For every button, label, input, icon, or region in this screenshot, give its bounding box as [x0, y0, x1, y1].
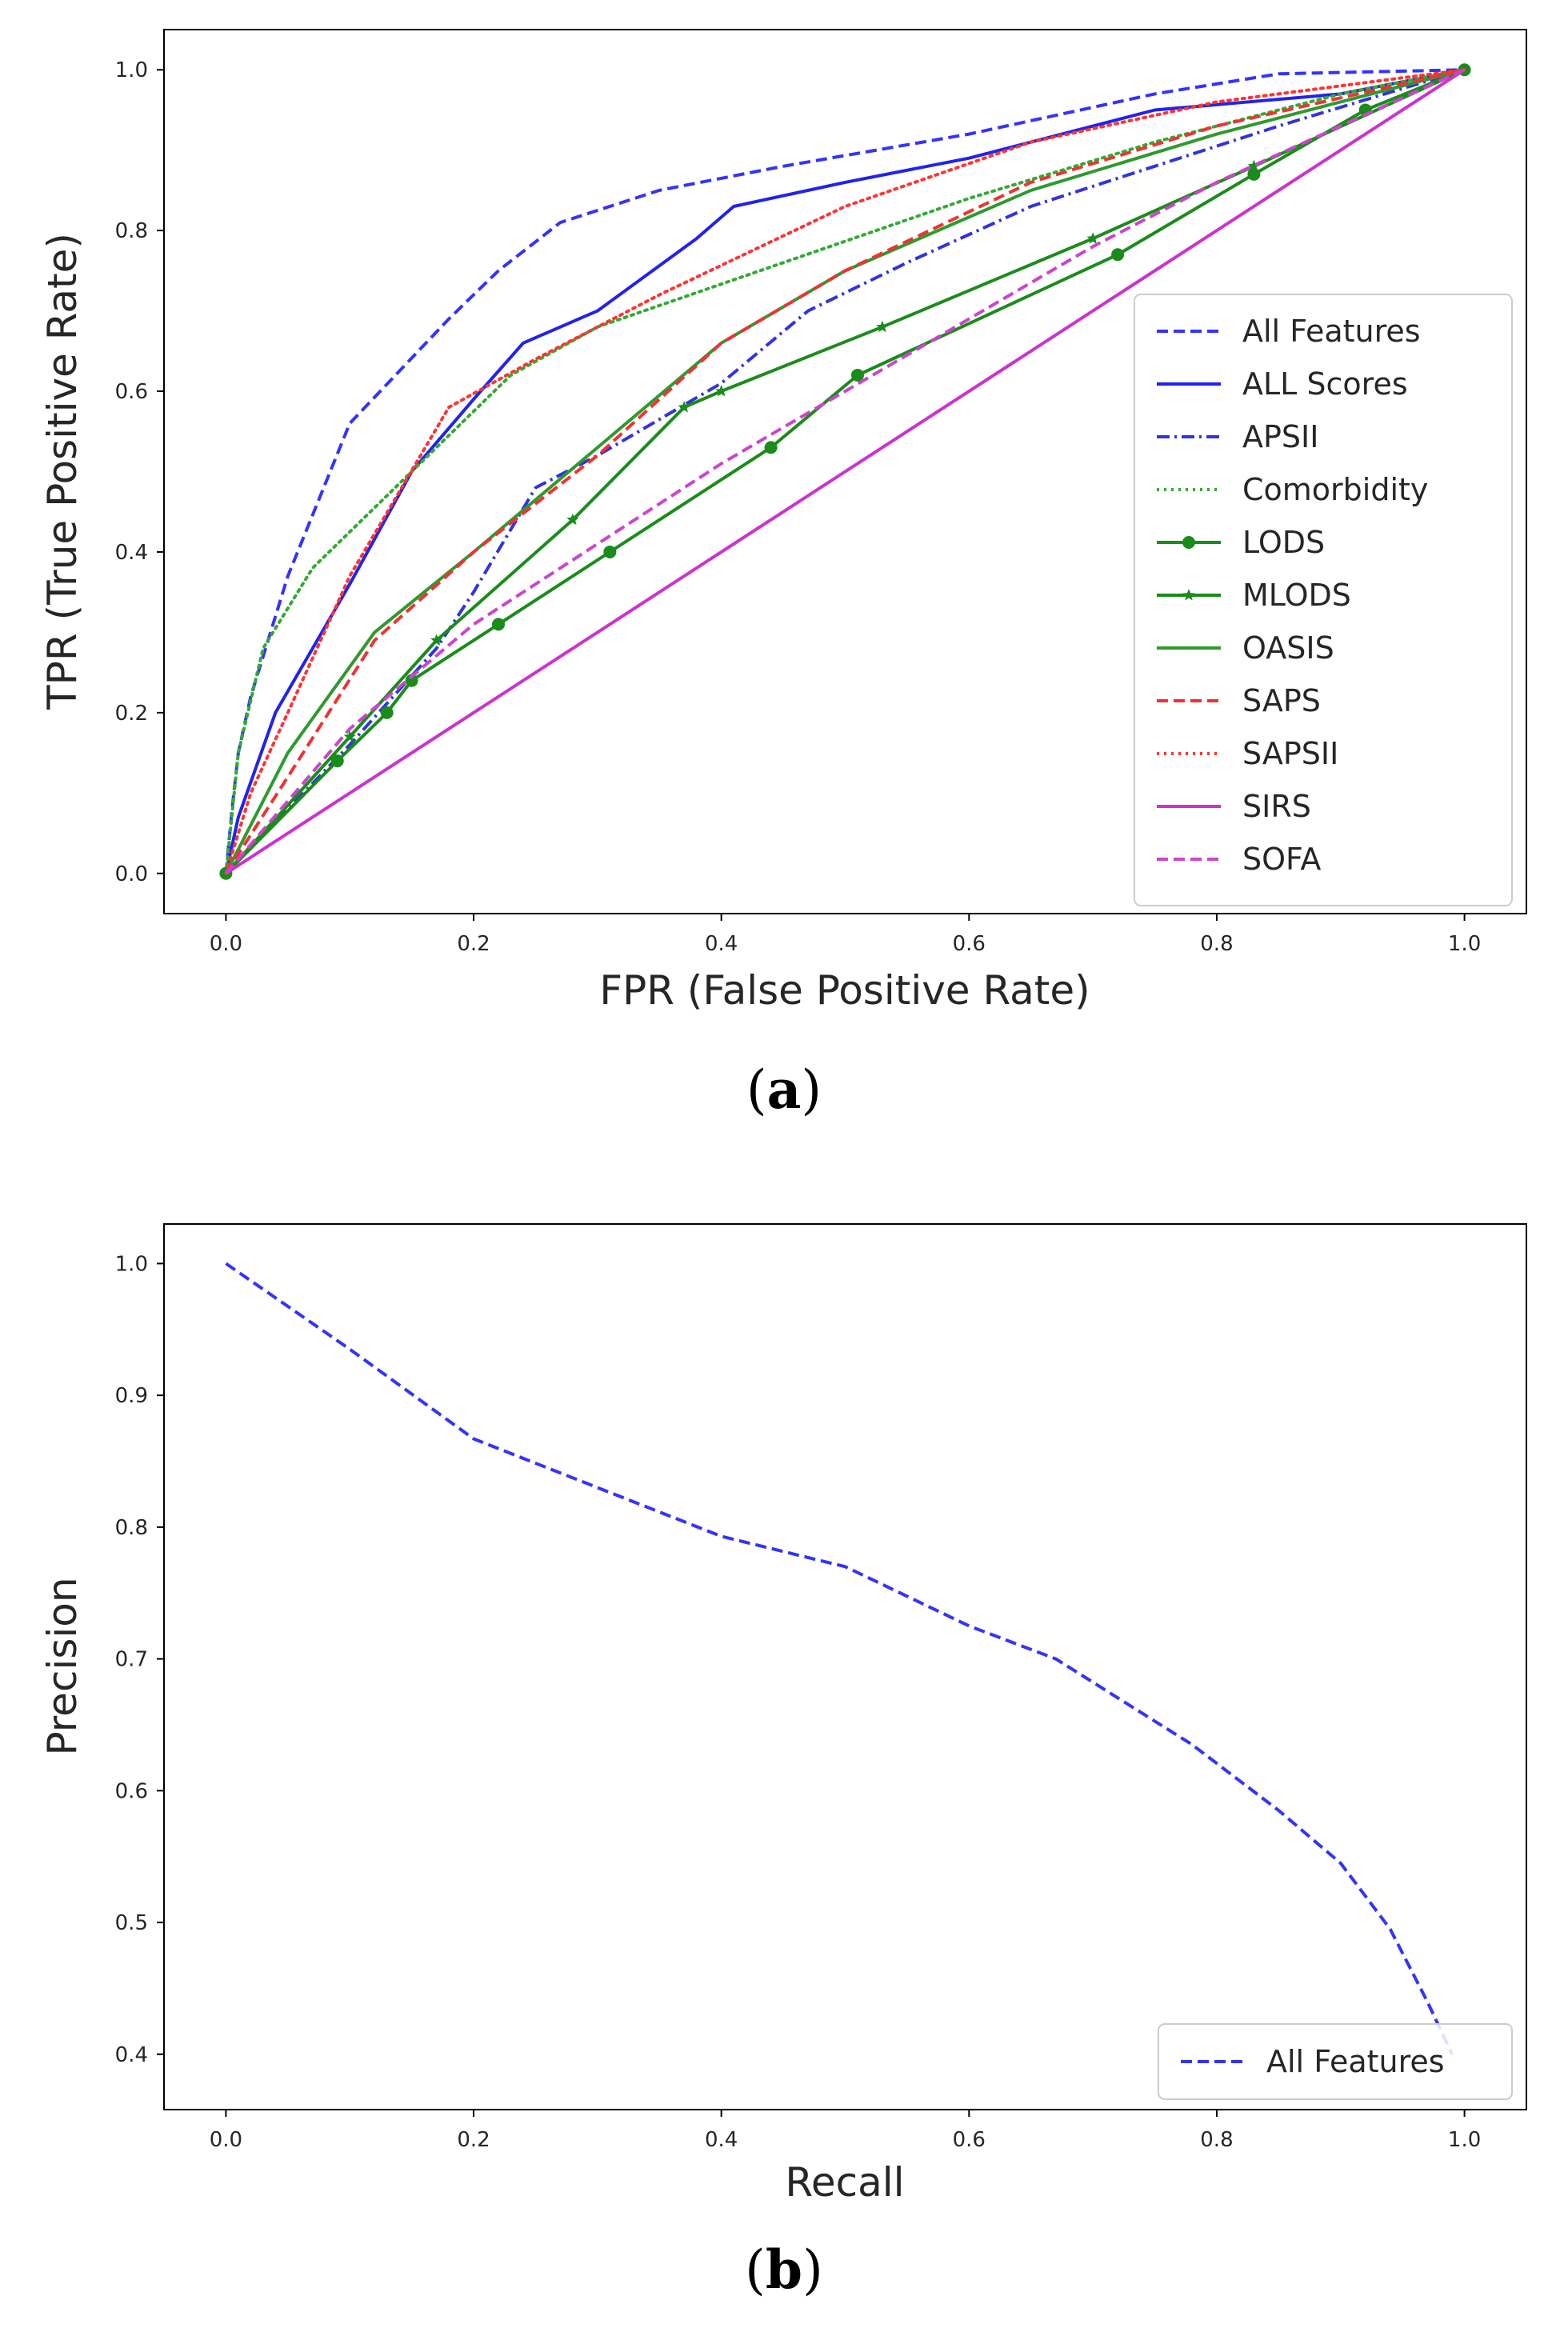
data-point-mlods — [876, 320, 889, 333]
roc-legend: All Features ALL Scores APSII Comorbidity LO… — [1134, 294, 1513, 906]
legend-label-oasis: OASIS — [1242, 630, 1334, 666]
y-tick-label: 0.6 — [115, 1779, 148, 1803]
legend-box — [1158, 2023, 1513, 2100]
legend-label-apsii: APSII — [1242, 419, 1318, 454]
roc-plot-frame — [163, 29, 1527, 914]
series-line-all-scores — [224, 68, 1465, 874]
data-point-lods — [492, 618, 506, 631]
series-line-sapsii — [224, 68, 1466, 875]
legend-marker — [1182, 589, 1195, 601]
y-tick-label: 1.0 — [115, 1252, 148, 1276]
pr-x-axis-label: Recall — [785, 2159, 904, 2206]
data-point-mlods — [715, 385, 728, 397]
caption-a: (a) — [746, 1058, 822, 1121]
y-tick-label: 0.8 — [115, 219, 148, 243]
y-tick-label: 1.0 — [115, 58, 148, 82]
x-tick-label: 0.4 — [705, 932, 738, 956]
data-point-lods — [1111, 248, 1125, 262]
pr-chart-panel: 0.0 0.2 0.4 0.6 0.8 1.00.40.50.60.70.80.91.0 … — [39, 1223, 1527, 2301]
caption-a-letter: a — [767, 1058, 802, 1121]
roc-y-axis-label: TPR (True Positive Rate) — [39, 233, 86, 710]
y-tick-label: 0.2 — [115, 702, 148, 726]
y-tick-label: 0.4 — [115, 541, 148, 565]
legend-marker — [1182, 536, 1195, 549]
data-point-lods — [330, 754, 344, 768]
x-tick-label: 0.6 — [953, 2128, 986, 2152]
data-point-mlods — [1247, 159, 1260, 172]
y-tick-label: 0.7 — [115, 1648, 148, 1672]
series-line-sirs — [225, 68, 1466, 875]
legend-label-all-scores: ALL Scores — [1242, 366, 1408, 402]
x-tick-label: 0.2 — [457, 932, 490, 956]
legend-label-all-features: All Features — [1242, 314, 1421, 349]
series-line-saps — [224, 68, 1466, 874]
x-tick-label: 0.0 — [210, 2128, 242, 2152]
y-tick-label: 0.6 — [115, 380, 148, 404]
x-tick-label: 0.8 — [1200, 932, 1233, 956]
legend-label-sapsii: SAPSII — [1242, 736, 1338, 771]
series-line-sofa — [224, 68, 1466, 875]
y-tick-label: 0.9 — [115, 1384, 148, 1408]
data-point-mlods — [566, 513, 579, 526]
pr-ticks: 0.0 0.2 0.4 0.6 0.8 1.0 0.4 0.5 0.6 0.7 0.8 0.9 1.0 — [115, 1252, 1482, 2152]
data-point-mlods — [1086, 232, 1099, 244]
legend-label-sofa: SOFA — [1242, 842, 1321, 877]
legend-label-comorbidity: Comorbidity — [1242, 472, 1428, 507]
pr-plot-frame — [163, 1223, 1527, 2110]
series-line-all-features — [225, 1262, 1454, 2055]
data-point-mlods — [343, 730, 356, 742]
data-point-lods — [1247, 167, 1261, 181]
legend-box — [1134, 294, 1513, 906]
data-point-lods — [405, 674, 418, 687]
y-tick-label: 0.0 — [115, 862, 148, 886]
legend-label-lods: LODS — [1242, 525, 1325, 560]
x-tick-label: 0.6 — [953, 932, 986, 956]
series-line-lods — [224, 68, 1466, 875]
x-tick-label: 1.0 — [1448, 2128, 1481, 2152]
legend-label-all-features: All Features — [1266, 2044, 1445, 2079]
y-tick-label: 0.5 — [115, 1911, 148, 1935]
pr-y-axis-label: Precision — [39, 1577, 86, 1755]
roc-series-lines — [219, 63, 1471, 880]
roc-chart-panel: 0.0 0.2 0.4 0.6 0.8 1.0 0.0 0.2 0.4 0.6 0.8 1.0 All… — [39, 29, 1527, 1121]
x-tick-label: 1.0 — [1448, 932, 1481, 956]
data-point-mlods — [430, 634, 443, 646]
pr-legend: All Features — [1158, 2023, 1513, 2100]
x-tick-label: 0.4 — [705, 2128, 738, 2152]
legend-label-sirs: SIRS — [1242, 789, 1311, 824]
x-tick-label: 0.2 — [457, 2128, 490, 2152]
series-line-oasis — [224, 68, 1466, 874]
roc-x-axis-label: FPR (False Positive Rate) — [599, 967, 1090, 1014]
data-point-mlods — [678, 401, 690, 413]
x-tick-label: 0.8 — [1200, 2128, 1233, 2152]
data-point-lods — [603, 545, 617, 558]
pr-series-lines — [225, 1262, 1454, 2055]
caption-b-letter: b — [766, 2238, 802, 2301]
data-point-lods — [850, 368, 864, 382]
legend-label-saps: SAPS — [1242, 683, 1321, 718]
x-tick-label: 0.0 — [210, 932, 242, 956]
caption-b: (b) — [745, 2238, 823, 2301]
data-point-lods — [380, 706, 394, 719]
series-line-mlods — [224, 68, 1466, 875]
y-tick-label: 0.8 — [115, 1516, 148, 1540]
y-tick-label: 0.4 — [115, 2043, 148, 2067]
series-line-apsii — [224, 68, 1466, 875]
data-point-lods — [764, 441, 778, 454]
roc-ticks: 0.0 0.2 0.4 0.6 0.8 1.0 0.0 0.2 0.4 0.6 0.8 1.0 — [115, 58, 1482, 956]
legend-label-mlods: MLODS — [1242, 578, 1351, 613]
